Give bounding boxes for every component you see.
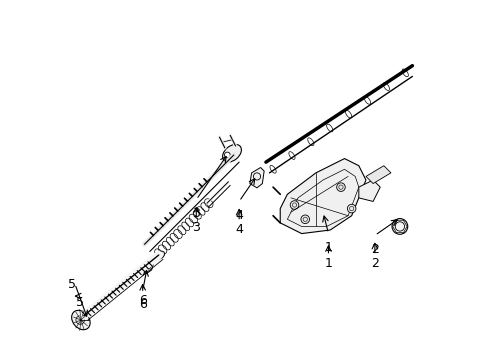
Text: 6: 6 (139, 298, 146, 311)
Circle shape (224, 152, 230, 158)
Circle shape (290, 201, 298, 209)
Circle shape (391, 219, 407, 234)
Circle shape (336, 183, 345, 192)
Polygon shape (280, 158, 365, 234)
Text: 1: 1 (324, 241, 332, 254)
Circle shape (76, 316, 84, 324)
Circle shape (346, 204, 355, 213)
Circle shape (300, 215, 309, 224)
Text: 2: 2 (370, 243, 378, 256)
Text: 4: 4 (235, 208, 243, 221)
Ellipse shape (72, 310, 90, 330)
Text: 5: 5 (68, 278, 76, 291)
Polygon shape (141, 260, 153, 274)
Text: 5: 5 (76, 296, 84, 309)
Polygon shape (365, 166, 390, 184)
Polygon shape (249, 167, 264, 188)
Text: 4: 4 (235, 223, 243, 236)
Ellipse shape (156, 251, 164, 259)
Polygon shape (358, 180, 380, 202)
Text: 2: 2 (370, 257, 378, 270)
Ellipse shape (222, 144, 241, 162)
Text: 6: 6 (139, 294, 146, 307)
Text: 1: 1 (324, 257, 332, 270)
Text: 3: 3 (192, 207, 200, 220)
Text: 3: 3 (192, 221, 200, 234)
